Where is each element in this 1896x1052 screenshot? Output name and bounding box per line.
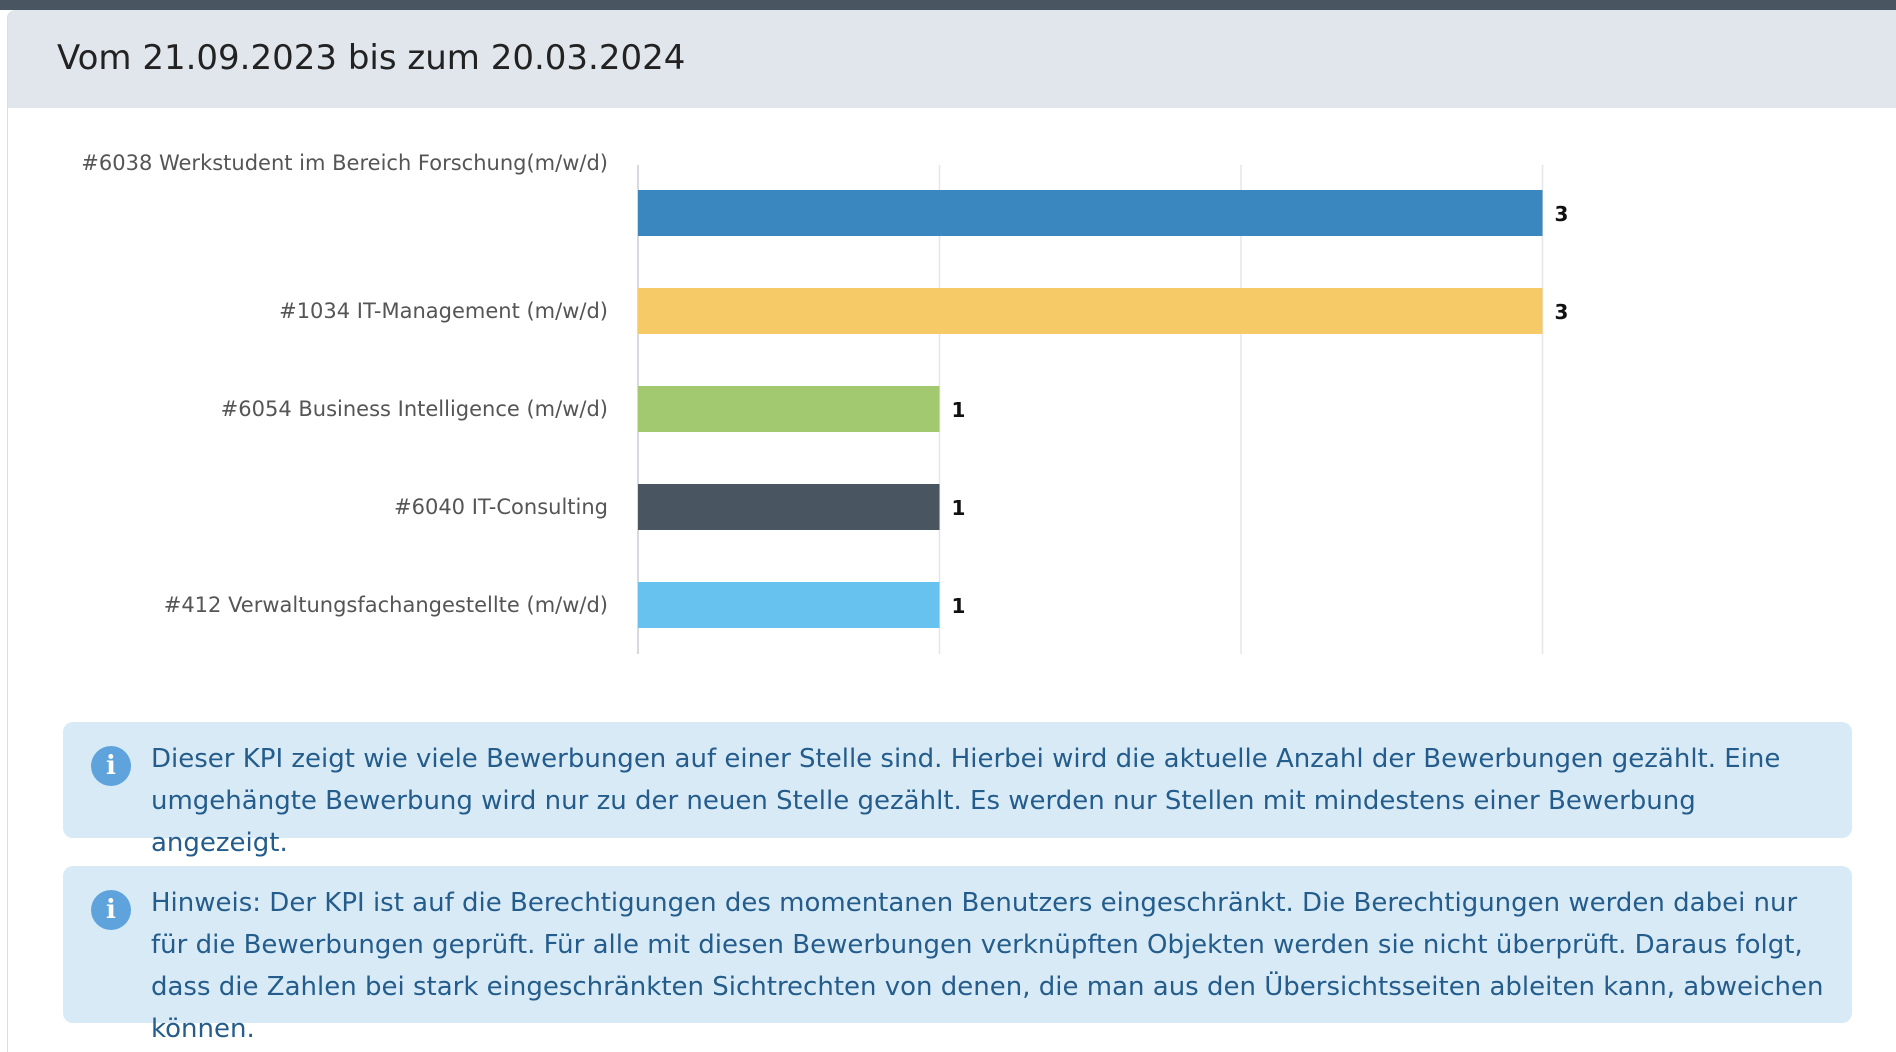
chart-value-label: 1 <box>952 496 966 520</box>
chart-bar[interactable] <box>638 386 940 432</box>
chart-category-label: #6040 IT-Consulting <box>394 495 608 519</box>
info-alert-kpi: i Dieser KPI zeigt wie viele Bewerbungen… <box>63 722 1852 838</box>
chart-category-label: #6038 Werkstudent im Bereich Forschung(m… <box>81 151 608 175</box>
chart-category-label: #1034 IT-Management (m/w/d) <box>279 299 608 323</box>
chart-category-label: #6054 Business Intelligence (m/w/d) <box>221 397 608 421</box>
chart-category-label: #412 Verwaltungsfachangestellte (m/w/d) <box>164 593 608 617</box>
bar-chart: #6038 Werkstudent im Bereich Forschung(m… <box>8 10 1896 710</box>
info-alert-permissions: i Hinweis: Der KPI ist auf die Berechtig… <box>63 866 1852 1023</box>
info-alert-text: Dieser KPI zeigt wie viele Bewerbungen a… <box>151 738 1828 864</box>
chart-value-label: 1 <box>952 398 966 422</box>
chart-bar[interactable] <box>638 484 940 530</box>
chart-value-labels: 3 3 1 1 1 <box>952 202 1569 618</box>
chart-category-labels: #6038 Werkstudent im Bereich Forschung(m… <box>81 151 608 617</box>
info-icon: i <box>91 746 131 786</box>
info-icon: i <box>91 890 131 930</box>
chart-bar[interactable] <box>638 190 1543 236</box>
chart-value-label: 3 <box>1555 202 1569 226</box>
chart-bar[interactable] <box>638 288 1543 334</box>
chart-value-label: 1 <box>952 594 966 618</box>
chart-bars <box>638 190 1543 628</box>
info-alert-text: Hinweis: Der KPI ist auf die Berechtigun… <box>151 882 1828 1050</box>
chart-value-label: 3 <box>1555 300 1569 324</box>
kpi-card: Vom 21.09.2023 bis zum 20.03.2024 #6038 … <box>7 10 1896 1052</box>
chart-bar[interactable] <box>638 582 940 628</box>
top-bar <box>0 0 1896 10</box>
